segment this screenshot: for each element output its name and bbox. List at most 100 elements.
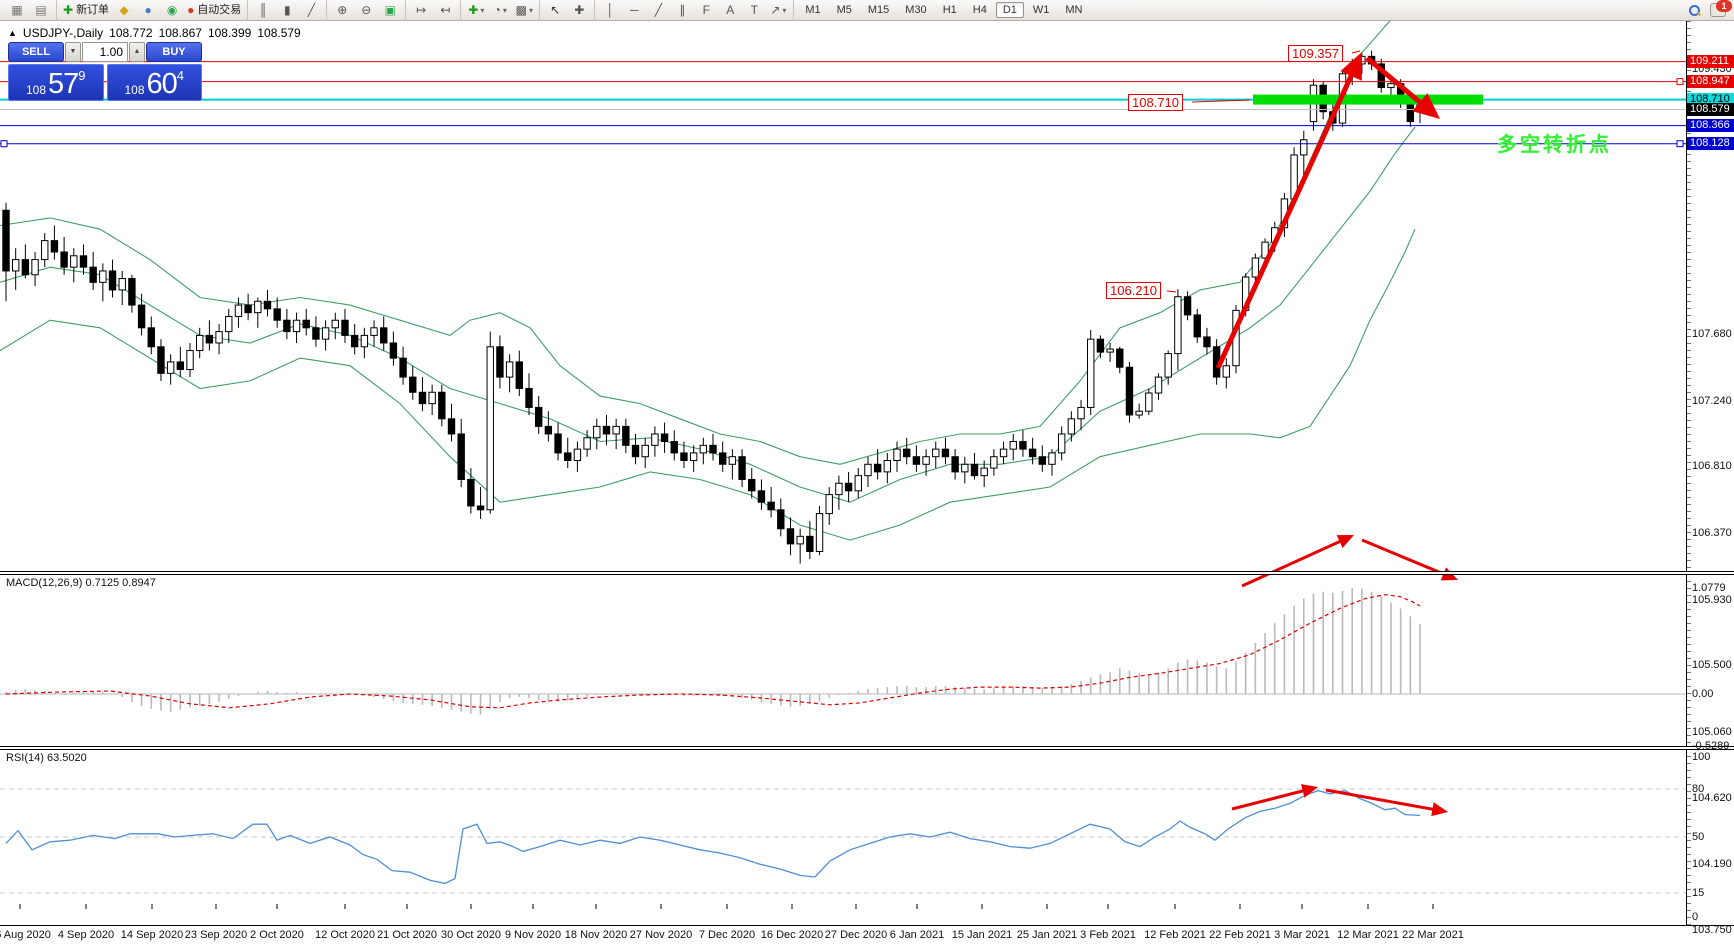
timeframe-d1-button[interactable]: D1 — [995, 2, 1024, 18]
trend-arrow — [1241, 537, 1346, 588]
add-indicator-button[interactable]: ✚ ▾ — [465, 2, 487, 19]
new-order-button[interactable]: ✚ 新订单 — [61, 2, 111, 19]
timeframe-m5-button[interactable]: M5 — [836, 4, 852, 16]
price-badge-108.579: 108.579 — [1687, 103, 1734, 117]
chart-shift-button[interactable]: ↤ — [434, 2, 456, 19]
search-icon[interactable] — [1689, 4, 1700, 16]
add-indicator-icon: ✚ — [468, 2, 479, 17]
autotrading-icon: ● — [187, 2, 195, 17]
add-indicator-dropdown-icon[interactable]: ▾ — [480, 5, 485, 15]
pane-separator-macd[interactable] — [0, 571, 1734, 575]
equidistant-channel-icon: ∥ — [679, 2, 686, 17]
candle-bear — [738, 456, 746, 480]
templates-icon: ▩ — [515, 2, 527, 17]
candle-bear — [748, 478, 756, 492]
level-anchor — [1676, 140, 1684, 148]
sell-price-panel[interactable]: 108 57 9 — [8, 64, 104, 101]
price-badge-108.710: 108.710 — [1687, 93, 1734, 107]
candle-bear — [108, 270, 117, 291]
text-label-button[interactable]: T — [743, 2, 765, 19]
candle-bull — [593, 425, 601, 439]
periods-button[interactable]: ◔ ▾ — [489, 2, 511, 19]
candle-bull — [932, 448, 940, 458]
buy-price-panel[interactable]: 108 60 4 — [106, 64, 202, 101]
trendline-button[interactable]: ╱ — [647, 2, 669, 19]
cursor-button[interactable]: ↖ — [544, 2, 566, 19]
symbol-period: USDJPY-,Daily — [22, 26, 104, 40]
candle-bear — [515, 361, 524, 389]
volume-input[interactable]: 1.00 — [82, 42, 128, 62]
candle-bear — [205, 334, 214, 344]
annotation-cn-text[interactable]: 多空转折点 — [1497, 134, 1612, 156]
candle-bear — [1038, 456, 1046, 465]
auto-scroll-button[interactable]: ↦ — [410, 2, 432, 19]
candle-bull — [118, 278, 126, 291]
templates-button[interactable]: ▩ ▾ — [513, 2, 535, 19]
ohlc-close: 108.579 — [257, 26, 301, 40]
autotrading-button[interactable]: ● 自动交易 — [185, 2, 243, 19]
date-label: 18 Nov 2020 — [564, 929, 628, 941]
chart-canvas[interactable] — [0, 21, 1734, 944]
new-chart-button[interactable]: ▦ — [6, 2, 28, 19]
vertical-line-button[interactable]: │ — [599, 2, 621, 19]
arrows-button[interactable]: ↗ ▾ — [767, 2, 789, 19]
timeframe-h4-button[interactable]: H4 — [972, 4, 987, 16]
candle-bear — [1125, 366, 1134, 416]
candle-bull — [864, 463, 872, 477]
date-label: 22 Feb 2021 — [1209, 929, 1271, 941]
buy-button[interactable]: BUY — [146, 42, 202, 62]
candle-bear — [147, 327, 155, 348]
pane-separator-rsi[interactable] — [0, 746, 1734, 750]
arrows-dropdown-icon[interactable]: ▾ — [782, 5, 787, 15]
templates-dropdown-icon[interactable]: ▾ — [528, 5, 533, 15]
one-click-trading-toggle-icon[interactable]: ▲ — [8, 28, 17, 38]
chart-area[interactable]: ▲ USDJPY-,Daily 108.772 108.867 108.399 … — [0, 21, 1734, 944]
experts-button[interactable]: ◆ — [113, 2, 135, 19]
timeframe-h1-button[interactable]: H1 — [942, 4, 957, 16]
bollinger-middle-band — [0, 126, 1416, 503]
buy-price-big: 60 — [146, 68, 178, 100]
candlestick-chart-button[interactable]: ▮ — [276, 2, 298, 19]
bar-chart-icon: ║ — [259, 2, 268, 17]
timeframe-mn-button[interactable]: MN — [1065, 4, 1083, 16]
profiles-button[interactable]: ▤ — [30, 2, 52, 19]
trend-arrowhead — [1431, 802, 1448, 817]
line-chart-button[interactable]: ╱ — [300, 2, 322, 19]
trend-arrow — [1361, 538, 1450, 578]
date-label: 22 Mar 2021 — [1402, 929, 1464, 941]
zoom-in-button[interactable]: ⊕ — [331, 2, 353, 19]
community-icon: ● — [144, 2, 152, 17]
notifications-icon[interactable]: 1 — [1710, 0, 1732, 17]
timeframe-m15-button[interactable]: M15 — [867, 4, 890, 16]
candle-bull — [321, 327, 330, 340]
horizontal-line-button[interactable]: ─ — [623, 2, 645, 19]
volume-decrease-button[interactable]: ▼ — [65, 42, 81, 62]
candle-bear — [718, 452, 727, 465]
sell-button[interactable]: SELL — [8, 42, 64, 62]
annotation-price-label-108710[interactable]: 108.710 — [1128, 94, 1183, 111]
candle-bull — [999, 448, 1008, 458]
bar-chart-button[interactable]: ║ — [252, 2, 274, 19]
volume-increase-button[interactable]: ▲ — [129, 42, 145, 62]
timeframe-m1-button[interactable]: M1 — [805, 4, 821, 16]
zoom-out-button[interactable]: ⊖ — [355, 2, 377, 19]
fibonacci-button[interactable]: F — [695, 2, 717, 19]
tile-windows-button[interactable]: ▣ — [379, 2, 401, 19]
annotation-price-label-106210[interactable]: 106.210 — [1106, 282, 1161, 299]
annotation-price-label-109357[interactable]: 109.357 — [1288, 45, 1343, 62]
community-button[interactable]: ● — [137, 2, 159, 19]
candle-bull — [1300, 139, 1308, 156]
periods-dropdown-icon[interactable]: ▾ — [502, 5, 507, 15]
text-button[interactable]: A — [719, 2, 741, 19]
timeframe-m30-button[interactable]: M30 — [905, 4, 927, 16]
price-tick-105.930: 105.930 — [1692, 593, 1732, 606]
candle-bull — [922, 456, 930, 465]
timeframe-w1-button[interactable]: W1 — [1032, 4, 1050, 16]
equidistant-channel-button[interactable]: ∥ — [671, 2, 693, 19]
candle-bull — [1009, 441, 1017, 450]
price-badge-108.366: 108.366 — [1687, 119, 1734, 133]
signals-button[interactable]: ◉ — [161, 2, 183, 19]
crosshair-button[interactable]: ✚ — [568, 2, 590, 19]
level-anchor — [0, 140, 8, 148]
candle-bear — [1028, 448, 1037, 458]
